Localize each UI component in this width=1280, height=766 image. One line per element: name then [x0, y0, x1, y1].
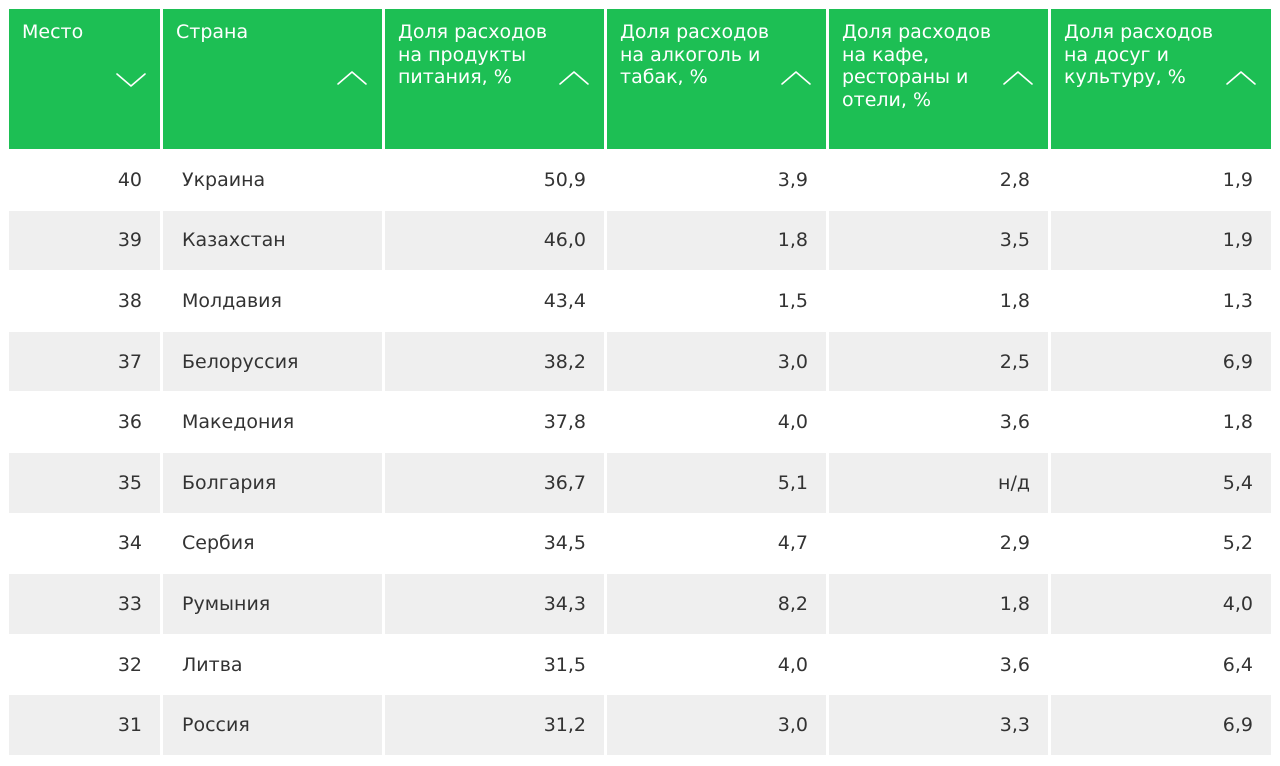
cell-leisure-share: 5,2: [1048, 512, 1271, 574]
cell-food-share: 50,9: [382, 149, 604, 210]
cell-cafe-share: 2,5: [826, 330, 1048, 392]
cell-country: Литва: [160, 633, 382, 695]
table-row: 40 Украина 50,9 3,9 2,8 1,9: [9, 149, 1271, 210]
expenses-table: Место Страна Доля расходов на продукты пит…: [9, 9, 1271, 755]
table-row: 39 Казахстан 46,0 1,8 3,5 1,9: [9, 209, 1271, 271]
cell-leisure-share: 6,9: [1048, 694, 1271, 755]
cell-cafe-share: 1,8: [826, 270, 1048, 331]
cell-rank: 35: [9, 451, 160, 513]
column-header-label: Место: [22, 21, 84, 43]
chevron-up-icon[interactable]: [1225, 69, 1257, 87]
cell-country: Казахстан: [160, 209, 382, 271]
column-header-label: Доля расходов на алкоголь и табак, %: [620, 21, 770, 89]
table-row: 35 Болгария 36,7 5,1 н/д 5,4: [9, 451, 1271, 513]
column-header-alcohol-share[interactable]: Доля расходов на алкоголь и табак, %: [604, 9, 826, 149]
column-header-label: Страна: [176, 21, 249, 43]
cell-leisure-share: 5,4: [1048, 451, 1271, 513]
cell-food-share: 34,3: [382, 573, 604, 634]
chevron-up-icon[interactable]: [336, 69, 368, 87]
cell-cafe-share: 3,3: [826, 694, 1048, 755]
cell-cafe-share: 3,5: [826, 209, 1048, 271]
cell-rank: 39: [9, 209, 160, 271]
table-row: 34 Сербия 34,5 4,7 2,9 5,2: [9, 512, 1271, 574]
column-header-label: Доля расходов на кафе, рестораны и отели…: [842, 21, 992, 111]
chevron-up-icon[interactable]: [558, 69, 590, 87]
chevron-up-icon[interactable]: [1002, 69, 1034, 87]
column-header-label: Доля расходов на продукты питания, %: [398, 21, 548, 89]
cell-alcohol-share: 4,7: [604, 512, 826, 574]
column-header-food-share[interactable]: Доля расходов на продукты питания, %: [382, 9, 604, 149]
cell-rank: 34: [9, 512, 160, 574]
table-row: 31 Россия 31,2 3,0 3,3 6,9: [9, 694, 1271, 755]
cell-country: Болгария: [160, 451, 382, 513]
header-row: Место Страна Доля расходов на продукты пит…: [9, 9, 1271, 149]
table-body: 40 Украина 50,9 3,9 2,8 1,9 39 Казахстан 46,0 1,8…: [9, 149, 1271, 755]
cell-food-share: 46,0: [382, 209, 604, 271]
cell-rank: 38: [9, 270, 160, 331]
cell-rank: 40: [9, 149, 160, 210]
cell-leisure-share: 6,4: [1048, 633, 1271, 695]
cell-cafe-share: 2,8: [826, 149, 1048, 210]
cell-rank: 36: [9, 391, 160, 452]
column-header-cafe-share[interactable]: Доля расходов на кафе, рестораны и отели…: [826, 9, 1048, 149]
cell-country: Македония: [160, 391, 382, 452]
cell-food-share: 43,4: [382, 270, 604, 331]
cell-alcohol-share: 3,9: [604, 149, 826, 210]
cell-country: Белоруссия: [160, 330, 382, 392]
cell-food-share: 34,5: [382, 512, 604, 574]
cell-alcohol-share: 4,0: [604, 391, 826, 452]
chevron-down-icon[interactable]: [115, 71, 147, 89]
cell-rank: 37: [9, 330, 160, 392]
cell-country: Сербия: [160, 512, 382, 574]
cell-alcohol-share: 3,0: [604, 694, 826, 755]
cell-rank: 32: [9, 633, 160, 695]
table-row: 36 Македония 37,8 4,0 3,6 1,8: [9, 391, 1271, 452]
cell-alcohol-share: 1,8: [604, 209, 826, 271]
cell-cafe-share: 3,6: [826, 633, 1048, 695]
cell-country: Украина: [160, 149, 382, 210]
cell-country: Румыния: [160, 573, 382, 634]
cell-leisure-share: 1,9: [1048, 209, 1271, 271]
chevron-up-icon[interactable]: [780, 69, 812, 87]
cell-leisure-share: 1,8: [1048, 391, 1271, 452]
cell-cafe-share: 2,9: [826, 512, 1048, 574]
cell-alcohol-share: 4,0: [604, 633, 826, 695]
column-header-country[interactable]: Страна: [160, 9, 382, 149]
table-row: 32 Литва 31,5 4,0 3,6 6,4: [9, 633, 1271, 695]
cell-food-share: 37,8: [382, 391, 604, 452]
cell-leisure-share: 1,3: [1048, 270, 1271, 331]
cell-cafe-share: н/д: [826, 451, 1048, 513]
cell-food-share: 36,7: [382, 451, 604, 513]
cell-food-share: 38,2: [382, 330, 604, 392]
cell-alcohol-share: 5,1: [604, 451, 826, 513]
cell-cafe-share: 1,8: [826, 573, 1048, 634]
table-row: 33 Румыния 34,3 8,2 1,8 4,0: [9, 573, 1271, 634]
cell-leisure-share: 1,9: [1048, 149, 1271, 210]
column-header-rank[interactable]: Место: [9, 9, 160, 149]
column-header-label: Доля расходов на досуг и культуру, %: [1064, 21, 1214, 89]
cell-alcohol-share: 1,5: [604, 270, 826, 331]
cell-country: Молдавия: [160, 270, 382, 331]
table-header: Место Страна Доля расходов на продукты пит…: [9, 9, 1271, 149]
cell-food-share: 31,5: [382, 633, 604, 695]
cell-alcohol-share: 3,0: [604, 330, 826, 392]
cell-rank: 31: [9, 694, 160, 755]
cell-food-share: 31,2: [382, 694, 604, 755]
cell-rank: 33: [9, 573, 160, 634]
table-row: 37 Белоруссия 38,2 3,0 2,5 6,9: [9, 330, 1271, 392]
cell-leisure-share: 4,0: [1048, 573, 1271, 634]
cell-leisure-share: 6,9: [1048, 330, 1271, 392]
cell-alcohol-share: 8,2: [604, 573, 826, 634]
cell-cafe-share: 3,6: [826, 391, 1048, 452]
column-header-leisure-share[interactable]: Доля расходов на досуг и культуру, %: [1048, 9, 1271, 149]
cell-country: Россия: [160, 694, 382, 755]
table-row: 38 Молдавия 43,4 1,5 1,8 1,3: [9, 270, 1271, 331]
